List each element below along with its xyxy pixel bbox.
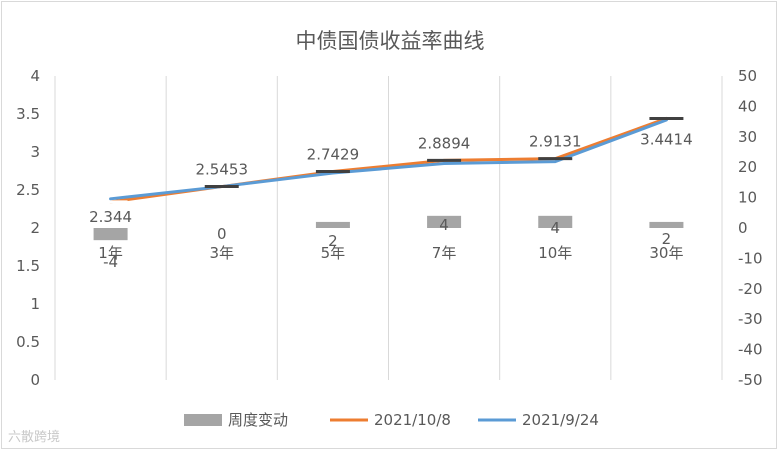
right-tick-label: 50	[738, 67, 757, 85]
left-tick-label: 3.5	[16, 105, 40, 123]
right-tick-label: 0	[738, 219, 748, 237]
series-line	[109, 118, 668, 201]
watermark: 六散跨境	[8, 430, 61, 445]
value-label: 2.5453	[196, 161, 249, 179]
category-label: 10年	[538, 244, 572, 262]
category-label: 5年	[321, 244, 346, 262]
bar-label: 4	[439, 216, 449, 234]
value-label: 3.4414	[640, 130, 693, 148]
left-axis-ticks: 0 0.5 1 1.5 2 2.5 3 3.5 4	[16, 67, 40, 389]
right-tick-label: -30	[738, 310, 763, 328]
left-tick-label: 1.5	[16, 257, 40, 275]
right-tick-label: -10	[738, 249, 763, 267]
value-label: 2.344	[89, 208, 132, 226]
category-labels: 1年 3年 5年 7年 10年 30年	[98, 244, 683, 262]
line-markers	[93, 116, 684, 204]
category-label: 1年	[98, 244, 123, 262]
right-tick-label: 20	[738, 158, 757, 176]
right-axis-ticks: -50 -40 -30 -20 -10 0 10 20 30 40 50	[738, 67, 763, 389]
category-label: 30年	[649, 244, 683, 262]
bar	[538, 215, 573, 228]
bar-label: 2	[328, 232, 338, 250]
category-label: 3年	[209, 244, 234, 262]
legend-label: 周度变动	[228, 411, 288, 429]
value-labels: 2.344 2.5453 2.7429 2.8894 2.9131 3.4414	[89, 130, 693, 225]
line-series	[109, 116, 668, 204]
left-tick-label: 4	[30, 67, 40, 85]
grid-lines	[54, 76, 723, 380]
right-tick-label: 30	[738, 128, 757, 146]
bar-series	[93, 215, 684, 241]
right-tick-label: -40	[738, 341, 763, 359]
right-tick-label: -20	[738, 280, 763, 298]
legend-swatch	[184, 414, 222, 426]
left-tick-label: 1	[30, 295, 40, 313]
legend-label: 2021/9/24	[522, 411, 599, 429]
bar	[649, 221, 684, 228]
category-label: 7年	[432, 244, 457, 262]
value-label: 2.8894	[418, 134, 471, 152]
left-tick-label: 0	[30, 371, 40, 389]
bar-label: 0	[217, 225, 227, 243]
bar-label: 2	[662, 230, 672, 248]
chart-title: 中债国债收益率曲线	[296, 29, 485, 53]
value-label: 2.7429	[307, 146, 360, 164]
right-tick-label: 40	[738, 97, 757, 115]
bar-label: -4	[103, 253, 118, 271]
right-tick-label: 10	[738, 189, 757, 207]
bar-label: 4	[550, 219, 560, 237]
bar	[315, 221, 350, 228]
left-tick-label: 0.5	[16, 333, 40, 351]
legend-label: 2021/10/8	[374, 411, 451, 429]
right-tick-label: -50	[738, 371, 763, 389]
bar	[427, 215, 462, 228]
left-tick-label: 2.5	[16, 181, 40, 199]
bar-labels: -4 0 2 4 4 2	[103, 216, 671, 271]
value-label: 2.9131	[529, 133, 582, 151]
left-tick-label: 3	[30, 143, 40, 161]
legend: 周度变动 2021/10/8 2021/9/24	[184, 411, 599, 429]
bar	[93, 228, 128, 241]
left-tick-label: 2	[30, 219, 40, 237]
